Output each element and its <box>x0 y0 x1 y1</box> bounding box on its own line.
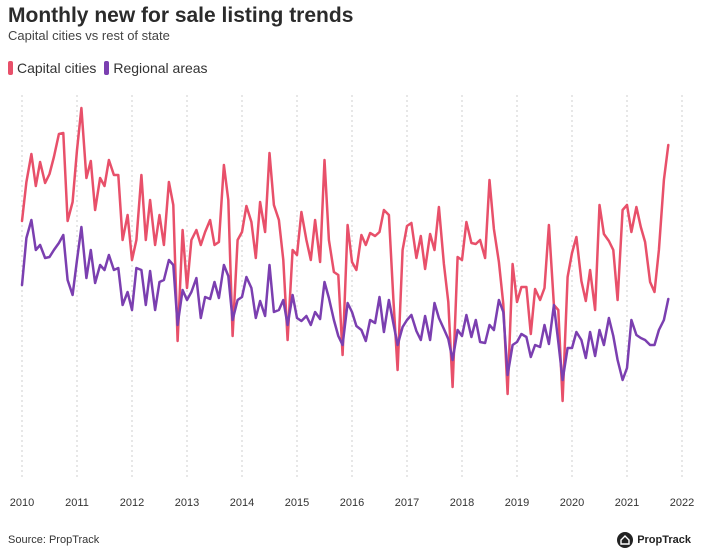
x-tick-label-2014: 2014 <box>230 497 254 509</box>
x-tick-label-2010: 2010 <box>10 497 34 509</box>
x-tick-label-2016: 2016 <box>340 497 364 509</box>
x-tick-label-2020: 2020 <box>560 497 584 509</box>
x-tick-label-2017: 2017 <box>395 497 419 509</box>
chart-subtitle: Capital cities vs rest of state <box>8 28 170 43</box>
legend-item-capital-cities[interactable]: Capital cities <box>8 60 96 76</box>
x-tick-label-2019: 2019 <box>505 497 529 509</box>
x-tick-label-2018: 2018 <box>450 497 474 509</box>
chart-title: Monthly new for sale listing trends <box>8 4 354 27</box>
brand: PropTrack <box>617 532 691 548</box>
legend-label-regional-areas: Regional areas <box>113 60 208 76</box>
x-tick-label-2021: 2021 <box>615 497 639 509</box>
x-tick-label-2015: 2015 <box>285 497 309 509</box>
legend-swatch-regional-areas <box>104 61 110 75</box>
source-note: Source: PropTrack <box>8 534 100 546</box>
x-tick-label-2013: 2013 <box>175 497 199 509</box>
x-tick-label-2011: 2011 <box>65 497 89 509</box>
series-line-regional-areas <box>20 218 670 382</box>
x-tick-label-2022: 2022 <box>670 497 694 509</box>
legend-swatch-capital-cities <box>8 61 13 75</box>
legend-label-capital-cities: Capital cities <box>17 60 97 76</box>
legend: Capital cities Regional areas <box>8 60 208 76</box>
legend-item-regional-areas[interactable]: Regional areas <box>104 60 208 76</box>
proptrack-logo-icon <box>617 532 634 548</box>
series-line-capital-cities <box>20 106 670 403</box>
x-tick-label-2012: 2012 <box>120 497 144 509</box>
brand-name: PropTrack <box>637 534 691 546</box>
